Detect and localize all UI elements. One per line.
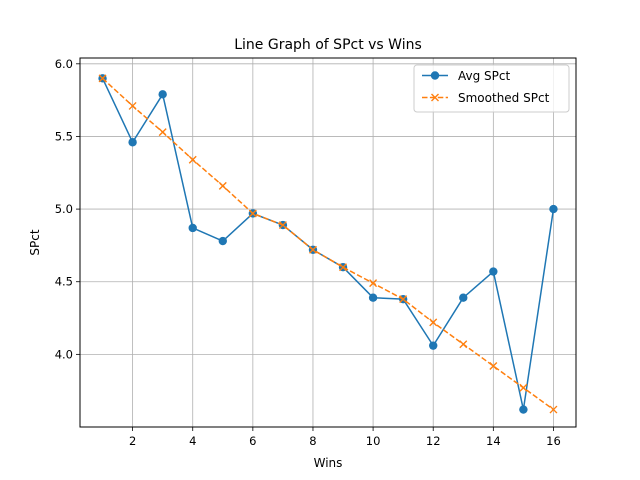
- plot-frame: [79, 57, 577, 428]
- data-point-smoothed-spct: [549, 405, 558, 414]
- legend-box: [413, 64, 570, 113]
- data-point-avg-spct: [459, 293, 468, 302]
- y-axis-label: SPct: [28, 229, 42, 255]
- data-point-avg-spct: [218, 236, 227, 246]
- data-point-smoothed-spct: [489, 361, 498, 370]
- data-point-smoothed-spct: [248, 209, 257, 218]
- x-tick-label: 4: [189, 434, 196, 448]
- data-point-avg-spct: [519, 405, 528, 414]
- legend-label-smoothed-spct: Smoothed SPct: [458, 91, 550, 105]
- y-tick-label: 6.0: [55, 57, 73, 71]
- legend-entry-smoothed-spct: Smoothed SPct: [422, 91, 550, 105]
- data-point-smoothed-spct: [399, 295, 408, 304]
- legend: Avg SPct Smoothed SPct: [413, 64, 570, 113]
- x-tick-label: 12: [426, 434, 441, 448]
- series-line-avg-spct: [101, 78, 555, 411]
- legend-marker-smoothed-spct: [431, 93, 439, 102]
- legend-marker-avg-spct: [430, 71, 440, 80]
- y-tick-label: 5.0: [55, 202, 73, 216]
- x-tick-label: 10: [366, 434, 381, 448]
- legend-entry-avg-spct: Avg SPct: [422, 69, 510, 83]
- data-point-smoothed-spct: [158, 128, 167, 137]
- legend-label-avg-spct: Avg SPct: [458, 69, 510, 83]
- chart-title: Line Graph of SPct vs Wins: [234, 37, 422, 53]
- ticks: 2 4 6 8 10 12 14 16 4.0 4.5 5.0 5.5 6.0: [55, 57, 561, 448]
- data-point-smoothed-spct: [218, 181, 227, 190]
- y-tick-label: 4.5: [55, 275, 73, 289]
- series-line-smoothed-spct: [102, 77, 554, 411]
- x-tick-label: 8: [309, 434, 316, 448]
- data-point-smoothed-spct: [429, 318, 438, 327]
- data-point-smoothed-spct: [339, 263, 348, 272]
- data-point-avg-spct: [188, 223, 197, 233]
- data-point-smoothed-spct: [519, 383, 528, 392]
- data-point-avg-spct: [549, 204, 558, 214]
- data-point-smoothed-spct: [459, 340, 468, 349]
- y-tick-label: 5.5: [55, 129, 73, 143]
- data-point-avg-spct: [158, 90, 167, 99]
- data-point-smoothed-spct: [98, 74, 107, 83]
- data-point-smoothed-spct: [188, 155, 197, 164]
- grid: [80, 58, 576, 427]
- data-point-avg-spct: [368, 293, 378, 302]
- data-point-smoothed-spct: [369, 279, 378, 288]
- x-tick-label: 14: [486, 434, 501, 448]
- data-point-smoothed-spct: [278, 221, 287, 230]
- data-point-avg-spct: [489, 267, 498, 276]
- x-tick-label: 16: [546, 434, 561, 448]
- y-tick-label: 4.0: [55, 347, 73, 361]
- data-point-avg-spct: [128, 138, 137, 147]
- x-tick-label: 2: [129, 434, 136, 448]
- data-point-avg-spct: [429, 341, 438, 350]
- x-tick-label: 6: [249, 434, 256, 448]
- data-point-smoothed-spct: [308, 245, 317, 254]
- x-axis-label: Wins: [314, 456, 343, 470]
- series-layer: [98, 74, 558, 414]
- data-point-smoothed-spct: [128, 101, 137, 110]
